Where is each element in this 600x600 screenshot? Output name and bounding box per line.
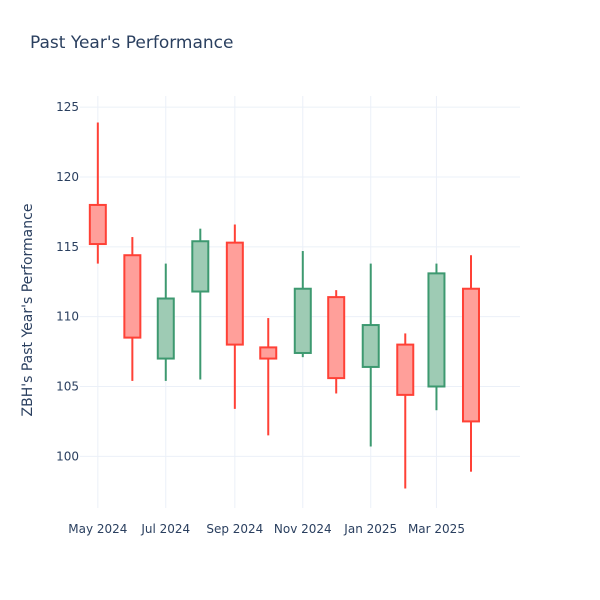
candle-body <box>361 324 380 368</box>
candle-increasing <box>361 263 380 447</box>
candle-decreasing <box>259 318 278 436</box>
x-tick-label: Nov 2024 <box>274 522 332 536</box>
candle-body <box>327 296 346 380</box>
candle-decreasing <box>396 333 415 489</box>
candle-body <box>88 203 107 246</box>
x-axis-ticks: May 2024 Jul 2024 Sep 2024 Nov 2024 Jan 2025… <box>68 522 465 536</box>
candle-decreasing <box>327 290 346 394</box>
y-tick-label: 105 <box>56 379 79 393</box>
y-axis-ticks: 100 105 110 115 120 125 <box>56 100 79 463</box>
x-tick-label: May 2024 <box>68 522 127 536</box>
candle-body <box>293 287 312 354</box>
x-tick-label: Jan 2025 <box>343 522 397 536</box>
candle-increasing <box>156 263 175 381</box>
candle-body <box>191 240 210 293</box>
candle-body <box>259 346 278 360</box>
candle-decreasing <box>461 255 480 472</box>
y-tick-label: 100 <box>56 449 79 463</box>
candle-body <box>225 241 244 346</box>
y-tick-label: 120 <box>56 170 79 184</box>
y-tick-label: 125 <box>56 100 79 114</box>
candle-increasing <box>427 263 446 411</box>
candle-body <box>427 272 446 388</box>
y-axis-label: ZBH's Past Year's Performance <box>20 204 36 417</box>
x-tick-label: Mar 2025 <box>408 522 465 536</box>
candles <box>88 122 480 489</box>
x-tick-label: Sep 2024 <box>206 522 263 536</box>
candle-body <box>396 343 415 396</box>
chart-title: Past Year's Performance <box>30 33 234 53</box>
candle-body <box>156 297 175 360</box>
y-tick-label: 110 <box>56 310 79 324</box>
candle-increasing <box>191 228 210 380</box>
candle-decreasing <box>88 122 107 264</box>
candle-decreasing <box>225 224 244 409</box>
y-tick-label: 115 <box>56 240 79 254</box>
x-tick-label: Jul 2024 <box>140 522 190 536</box>
candle-decreasing <box>123 237 142 381</box>
candle-body <box>461 287 480 423</box>
candle-body <box>123 254 142 339</box>
candle-increasing <box>293 251 312 358</box>
